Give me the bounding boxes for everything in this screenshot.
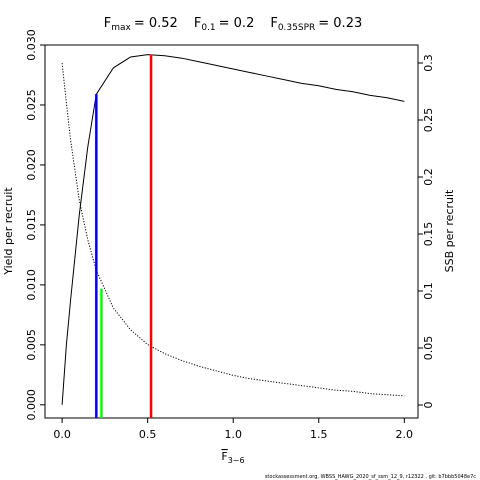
y-tick-label: 0.025 (25, 89, 38, 121)
chart-title: Fmax = 0.52 F0.1 = 0.2 F0.35SPR = 0.23 (104, 16, 363, 33)
x-tick-label: 1.5 (310, 428, 328, 441)
x-tick-label: 0.5 (139, 428, 157, 441)
y2-axis-label: SSB per recruit (443, 189, 456, 272)
y2-tick-label: 0.25 (422, 108, 435, 133)
y2-tick-label: 0.2 (422, 168, 435, 186)
title-value: = 0.23 (318, 16, 362, 31)
title-value: = 0.52 (134, 16, 178, 31)
footer: stockassessment.org, WBSS_HAWG_2020_sf_s… (265, 474, 476, 480)
x-tick-label: 2.0 (396, 428, 414, 441)
title-subscript: 0.35SPR (278, 23, 315, 33)
x-tick-label: 0.0 (53, 428, 71, 441)
x-label-symbol: F (221, 450, 227, 463)
y-tick-label: 0.020 (25, 149, 38, 181)
x-label-subscript: 3−6 (228, 456, 245, 465)
y-axis-label: Yield per recruit (2, 187, 15, 276)
y2-tick-label: 0.05 (422, 336, 435, 361)
y-tick-label: 0.010 (25, 269, 38, 301)
x-tick-label: 1.0 (224, 428, 242, 441)
y-tick-label: 0.015 (25, 209, 38, 241)
title-value: = 0.2 (219, 16, 255, 31)
y-tick-label: 0.030 (25, 29, 38, 61)
series-line (61, 54, 405, 405)
y-tick-label: 0.005 (25, 329, 38, 361)
title-subscript: max (111, 23, 131, 33)
title-symbol: F (270, 16, 277, 31)
plot-frame (44, 44, 419, 419)
y-tick-label: 0.000 (25, 389, 38, 421)
y2-tick-label: 0.15 (422, 222, 435, 247)
title-symbol: F (104, 16, 111, 31)
title-symbol: F (194, 16, 201, 31)
y2-tick-label: 0 (422, 402, 435, 409)
x-axis-label: F3−6 (221, 450, 244, 465)
title-subscript: 0.1 (201, 23, 215, 33)
y2-tick-label: 0.1 (422, 282, 435, 300)
series-line (61, 62, 405, 397)
y2-tick-label: 0.3 (422, 54, 435, 72)
